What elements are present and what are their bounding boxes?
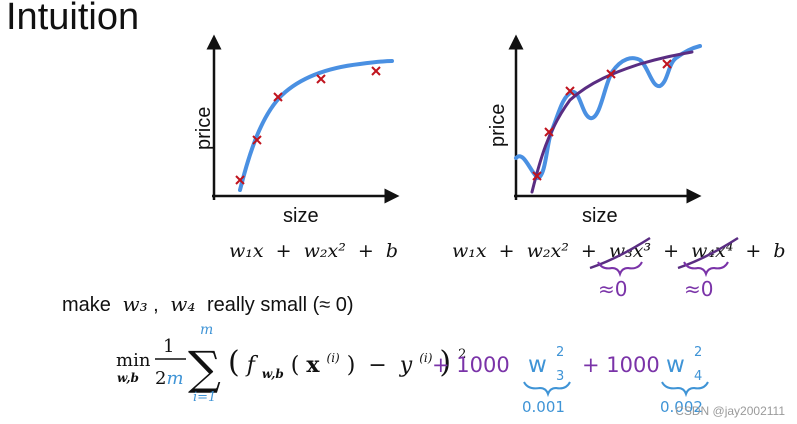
right-xlabel: size [582,205,618,227]
right-data-point [544,127,554,137]
cost-f-subscript: w,b [262,367,284,381]
right-formula: w₁x + w₂x² + w₃x³ + w₄x⁴ + b [452,240,786,262]
right-data-point [662,59,672,69]
make-small-statement: make w₃ , w₄ really small (≈ 0) [62,292,354,316]
cost-frac-denominator: 2m [155,368,184,389]
make-small-comma: , [153,294,159,316]
annotation-w4-approx-zero: ≈0 [684,277,713,301]
left-data-point [371,66,381,76]
penalty-w3: w [528,352,547,378]
left-data-point [273,92,283,102]
cost-sum-lower: i=1 [193,390,216,405]
slide-title: Intuition [6,0,140,38]
penalty-w3-value: 0.001 [522,398,565,416]
brace-w3 [597,261,643,278]
make-small-suffix: really small (≈ 0) [207,294,354,316]
penalty-terms: + 1000 w 2 3 0.001 + 1000 w 2 4 0.002 [432,345,709,416]
right-formula-term2: w₂x² [527,240,569,262]
left-data-point [235,175,245,185]
annotation-w3-approx-zero: ≈0 [598,277,627,301]
cost-f: f [245,353,259,378]
right-formula-term4: w₄x⁴ [691,240,733,262]
penalty-w4-value: 0.002 [660,398,703,416]
cost-square: 2 [458,347,466,362]
penalty-w4-subscript: 4 [694,369,702,384]
left-plot: price size w₁x + w₂x² + b [193,34,400,262]
cost-frac-den-m: m [166,368,183,389]
left-data-point [316,74,326,84]
right-ylabel: price [487,104,509,147]
cost-x: x [306,352,320,378]
watermark: CSDN @jay2002111 [675,404,785,418]
penalty-w3-brace [523,381,571,398]
cost-y: y [399,353,413,378]
cost-x-paren-close: ) [347,353,356,378]
make-small-prefix: make [62,294,111,316]
left-formula-plus2: + [358,240,374,262]
penalty-w3-square: 2 [556,345,564,360]
left-ylabel: price [193,107,215,150]
left-xlabel: size [283,205,319,227]
penalty-term-1000-w3: + 1000 [432,353,510,377]
cost-x-paren-open: ( [291,353,300,378]
left-data-point [252,135,262,145]
make-small-w4: w₄ [170,292,195,316]
right-formula-term1: w₁x [452,240,487,262]
right-formula-term5: b [773,240,785,262]
right-formula-plus4: + [745,240,761,262]
right-data-point [606,69,616,79]
cost-frac-den-two: 2 [155,368,166,389]
right-regularized-curve [530,50,694,194]
penalty-w3-subscript: 3 [556,369,564,384]
cost-min: min [116,350,151,371]
cost-sigma: ∑ [188,341,221,395]
left-fit-curve [238,59,394,192]
right-overfit-curve [514,44,702,181]
penalty-term-1000-w4: + 1000 [582,353,660,377]
penalty-w4: w [666,352,685,378]
cost-minus: − [368,353,386,378]
strike-w4 [677,236,739,270]
right-plot: price size w₁x + w₂x² + w₃x³ + w₄x⁴ + b [452,34,786,301]
make-small-w3: w₃ [122,292,147,316]
penalty-w4-brace [661,381,709,398]
cost-min-subscript: w,b [117,371,139,385]
right-formula-plus3: + [663,240,679,262]
cost-paren-close: ) [439,345,451,380]
cost-sum-upper: m [200,322,213,338]
brace-w4 [683,261,729,278]
left-formula: w₁x + w₂x² + b [229,240,398,262]
strike-w3 [589,236,651,270]
left-formula-term3: b [386,240,398,262]
cost-x-superscript: (i) [327,351,341,365]
right-formula-plus2: + [581,240,597,262]
cost-body: ( f w,b ( x (i) ) − y (i) ) 2 [228,343,466,384]
cost-frac-numerator: 1 [163,336,174,357]
cost-function: min w,b 1 2m m ∑ i=1 ( f w,b ( x (i) ) −… [116,322,466,405]
penalty-w4-square: 2 [694,345,702,360]
cost-paren-open: ( [228,345,240,380]
left-formula-plus1: + [276,240,292,262]
left-formula-term2: w₂x² [304,240,346,262]
right-formula-plus1: + [499,240,515,262]
left-formula-term1: w₁x [229,240,264,262]
right-data-point [565,86,575,96]
right-data-point [532,171,542,181]
cost-y-superscript: (i) [419,351,433,365]
